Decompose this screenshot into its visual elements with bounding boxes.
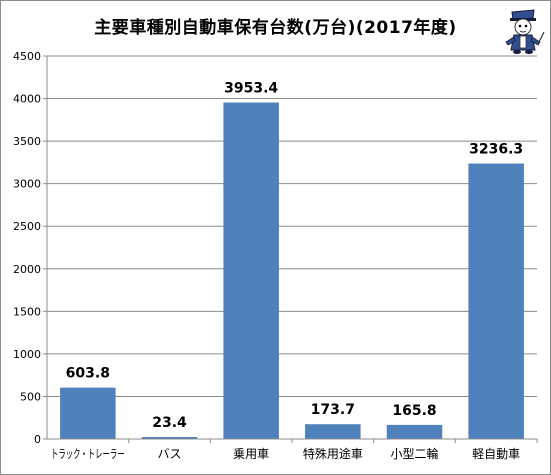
mascot-icon	[505, 9, 545, 54]
y-tick-label: 500	[20, 390, 41, 403]
gridlines	[47, 55, 537, 397]
y-tick-label: 3000	[13, 178, 41, 191]
y-tick-label: 1000	[13, 348, 41, 361]
x-tick-label: 軽自動車	[472, 447, 520, 461]
labels: 0 500 1000 1500 2000 2500 3000 3500 4000 4500 トラック…	[13, 50, 523, 461]
data-label: 23.4	[152, 415, 187, 431]
y-tick-label: 4500	[13, 50, 41, 63]
bar	[60, 387, 116, 439]
y-tick-label: 1500	[13, 305, 41, 318]
y-tick-label: 0	[34, 433, 41, 446]
data-label: 165.8	[392, 403, 436, 419]
bar	[223, 102, 279, 440]
y-tick-label: 3500	[13, 135, 41, 148]
x-tick-label: トラック・トレーラー	[51, 447, 125, 461]
y-tick-label: 4000	[13, 93, 41, 106]
chart-title: 主要車種別自動車保有台数(万台)(2017年度)	[94, 18, 457, 38]
x-tick-label: 乗用車	[233, 447, 269, 461]
y-tick-label: 2000	[13, 263, 41, 276]
bars	[60, 102, 524, 440]
y-tick-label: 2500	[13, 220, 41, 233]
data-label: 3236.3	[469, 142, 523, 158]
bar	[386, 424, 443, 439]
axes	[43, 55, 538, 443]
x-tick-label: 特殊用途車	[303, 446, 363, 461]
bar	[305, 424, 361, 439]
bar	[141, 437, 198, 439]
x-tick-label: 小型二輪	[390, 446, 438, 461]
data-label: 603.8	[66, 366, 110, 382]
x-tick-label: バス	[157, 447, 181, 461]
data-label: 173.7	[311, 402, 355, 418]
data-label: 3953.4	[224, 81, 278, 97]
bar	[468, 163, 524, 439]
